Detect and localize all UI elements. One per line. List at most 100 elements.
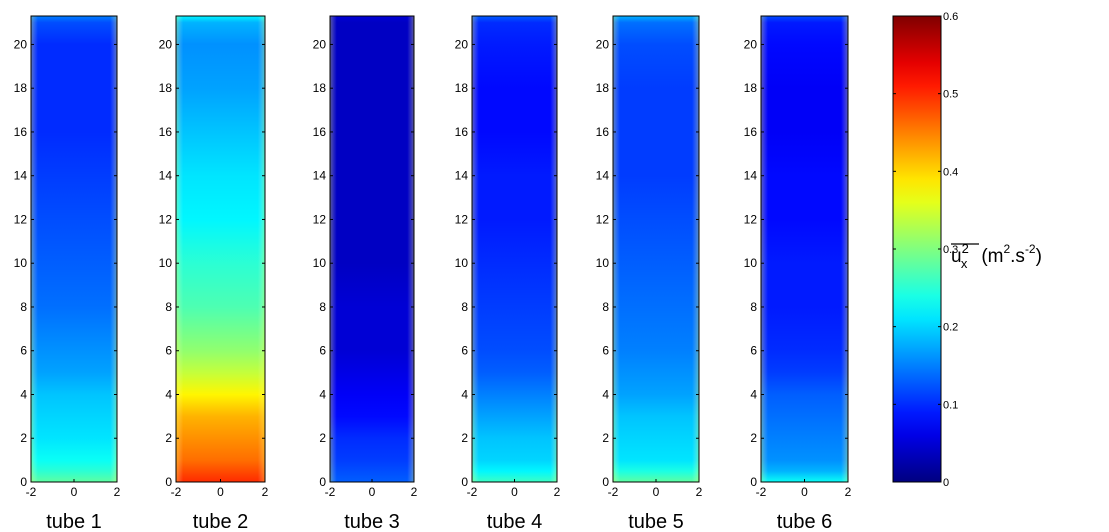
y-tick-label: 6 (165, 344, 172, 358)
y-tick-label: 4 (750, 387, 757, 401)
y-tick-label: 14 (744, 169, 758, 183)
x-tick-label: 2 (262, 485, 269, 499)
wall-shading (761, 16, 848, 482)
y-tick-label: 0 (750, 475, 757, 489)
y-tick-label: 14 (455, 169, 469, 183)
y-tick-label: 8 (461, 300, 468, 314)
y-tick-label: 12 (159, 212, 173, 226)
wall-shading (472, 16, 557, 482)
y-tick-label: 2 (20, 431, 27, 445)
panel-title: tube 2 (193, 511, 249, 532)
y-tick-label: 12 (14, 212, 28, 226)
y-tick-label: 20 (159, 37, 173, 51)
wall-shading (176, 16, 265, 482)
x-tick-label: -2 (756, 485, 767, 499)
y-tick-label: 6 (750, 344, 757, 358)
x-tick-label: 0 (653, 485, 660, 499)
colorbar-scale (893, 16, 941, 482)
panel-title: tube 5 (628, 511, 684, 532)
y-tick-label: 18 (744, 81, 758, 95)
y-tick-label: 20 (455, 37, 469, 51)
y-tick-label: 12 (596, 212, 610, 226)
x-tick-label: 0 (369, 485, 376, 499)
y-tick-label: 16 (313, 125, 327, 139)
y-tick-label: 0 (165, 475, 172, 489)
y-tick-label: 2 (750, 431, 757, 445)
x-tick-label: 0 (71, 485, 78, 499)
wall-shading (330, 16, 414, 482)
y-tick-label: 2 (319, 431, 326, 445)
y-tick-label: 12 (455, 212, 469, 226)
y-tick-label: 10 (159, 256, 173, 270)
y-tick-label: 6 (20, 344, 27, 358)
colorbar-label: u2 x (m2.s-2) (951, 241, 1042, 271)
y-tick-label: 8 (20, 300, 27, 314)
y-tick-label: 16 (159, 125, 173, 139)
x-tick-label: 2 (114, 485, 121, 499)
x-tick-label: 2 (696, 485, 703, 499)
y-tick-label: 6 (461, 344, 468, 358)
y-tick-label: 14 (596, 169, 610, 183)
y-tick-label: 10 (596, 256, 610, 270)
y-tick-label: 18 (455, 81, 469, 95)
y-tick-label: 8 (750, 300, 757, 314)
y-tick-label: 2 (602, 431, 609, 445)
colorbar-tick-label: 0.4 (943, 166, 958, 178)
x-tick-label: 2 (554, 485, 561, 499)
y-tick-label: 16 (14, 125, 28, 139)
x-tick-label: -2 (26, 485, 37, 499)
panel-title: tube 1 (46, 511, 102, 532)
y-tick-label: 4 (602, 387, 609, 401)
colorbar-tick-label: 0.5 (943, 89, 958, 101)
y-tick-label: 14 (159, 169, 173, 183)
x-tick-label: 0 (511, 485, 518, 499)
y-tick-label: 8 (165, 300, 172, 314)
y-tick-label: 10 (744, 256, 758, 270)
y-tick-label: 20 (14, 37, 28, 51)
y-tick-label: 0 (20, 475, 27, 489)
y-tick-label: 20 (313, 37, 327, 51)
y-tick-label: 12 (313, 212, 327, 226)
wall-shading (613, 16, 699, 482)
y-tick-label: 14 (14, 169, 28, 183)
panel-title: tube 6 (777, 511, 833, 532)
y-tick-label: 2 (461, 431, 468, 445)
y-tick-label: 6 (602, 344, 609, 358)
y-tick-label: 12 (744, 212, 758, 226)
colorbar-tick-label: 0.6 (943, 11, 958, 23)
y-tick-label: 8 (319, 300, 326, 314)
colorbar-tick-label: 0.3 (943, 244, 958, 256)
y-tick-label: 18 (596, 81, 610, 95)
x-tick-label: -2 (325, 485, 336, 499)
x-tick-label: 0 (217, 485, 224, 499)
y-tick-label: 18 (313, 81, 327, 95)
y-tick-label: 2 (165, 431, 172, 445)
panel-title: tube 3 (344, 511, 400, 532)
x-tick-label: 0 (801, 485, 808, 499)
panel-title: tube 4 (487, 511, 543, 532)
colorbar-tick-label: 0 (943, 477, 949, 489)
y-tick-label: 10 (313, 256, 327, 270)
y-tick-label: 0 (461, 475, 468, 489)
y-tick-label: 0 (319, 475, 326, 489)
y-tick-label: 10 (14, 256, 28, 270)
y-tick-label: 4 (319, 387, 326, 401)
colorbar-label-text: u2 x (m2.s-2) (951, 241, 1042, 271)
y-tick-label: 4 (165, 387, 172, 401)
y-tick-label: 4 (461, 387, 468, 401)
x-tick-label: -2 (608, 485, 619, 499)
x-tick-label: 2 (845, 485, 852, 499)
y-tick-label: 6 (319, 344, 326, 358)
y-tick-label: 18 (159, 81, 173, 95)
y-tick-label: 10 (455, 256, 469, 270)
y-tick-label: 18 (14, 81, 28, 95)
y-tick-label: 16 (455, 125, 469, 139)
